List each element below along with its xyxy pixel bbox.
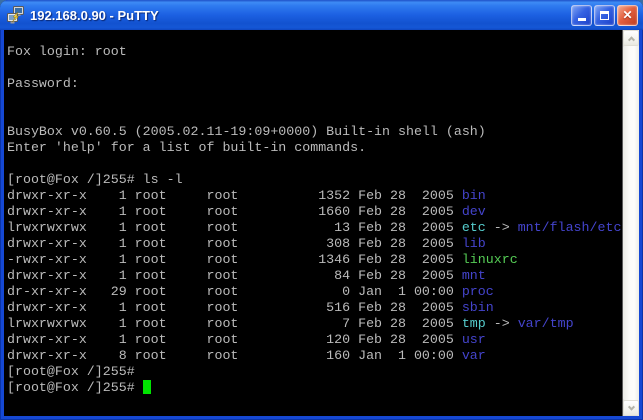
terminal-line [7, 60, 622, 76]
terminal-line: drwxr-xr-x 1 root root 1660 Feb 28 2005 … [7, 204, 486, 219]
terminal-line: Enter 'help' for a list of built-in comm… [7, 140, 367, 155]
scroll-down-icon [627, 403, 635, 411]
terminal-line: drwxr-xr-x 1 root root 308 Feb 28 2005 l… [7, 236, 486, 251]
terminal-line: [root@Fox /]255# [7, 364, 135, 379]
terminal-line [7, 108, 622, 124]
maximize-button[interactable] [594, 4, 615, 26]
terminal-line [7, 156, 622, 172]
terminal-line: [root@Fox /]255# ls -l [7, 172, 183, 187]
terminal-line: [root@Fox /]255# [7, 380, 622, 396]
putty-icon[interactable] [6, 5, 26, 25]
terminal-line: -rwxr-xr-x 1 root root 1346 Feb 28 2005 … [7, 252, 518, 267]
scrollbar[interactable] [622, 30, 639, 416]
terminal-line: dr-xr-xr-x 29 root root 0 Jan 1 00:00 pr… [7, 284, 494, 299]
terminal-line: drwxr-xr-x 1 root root 516 Feb 28 2005 s… [7, 300, 494, 315]
terminal-line: BusyBox v0.60.5 (2005.02.11-19:09+0000) … [7, 124, 486, 139]
terminal-line: lrwxrwxrwx 1 root root 7 Feb 28 2005 tmp… [7, 316, 574, 331]
scroll-up-button[interactable] [623, 30, 639, 46]
terminal-line: drwxr-xr-x 1 root root 84 Feb 28 2005 mn… [7, 268, 486, 283]
terminal-line: drwxr-xr-x 8 root root 160 Jan 1 00:00 v… [7, 348, 486, 363]
terminal-line: drwxr-xr-x 1 root root 1352 Feb 28 2005 … [7, 188, 486, 203]
close-icon: ✕ [622, 8, 633, 22]
terminal-line: drwxr-xr-x 1 root root 120 Feb 28 2005 u… [7, 332, 486, 347]
terminal[interactable]: Fox login: root Password: BusyBox v0.60.5 … [4, 30, 622, 416]
terminal-line: Fox login: root [7, 44, 127, 59]
window-body: Fox login: root Password: BusyBox v0.60.5 … [4, 30, 639, 416]
window-title: 192.168.0.90 - PuTTY [30, 7, 159, 23]
scroll-down-button[interactable] [623, 400, 639, 416]
terminal-cursor [142, 380, 151, 394]
minimize-icon [577, 18, 586, 21]
scrollbar-thumb[interactable] [623, 46, 639, 400]
close-button[interactable]: ✕ [617, 4, 638, 26]
maximize-icon [600, 10, 609, 20]
terminal-line: Password: [7, 76, 79, 91]
terminal-line [7, 92, 622, 108]
scroll-up-icon [627, 35, 635, 43]
minimize-button[interactable] [571, 4, 592, 26]
terminal-line: lrwxrwxrwx 1 root root 13 Feb 28 2005 et… [7, 220, 622, 235]
title-bar[interactable]: 192.168.0.90 - PuTTY ✕ [0, 0, 643, 30]
